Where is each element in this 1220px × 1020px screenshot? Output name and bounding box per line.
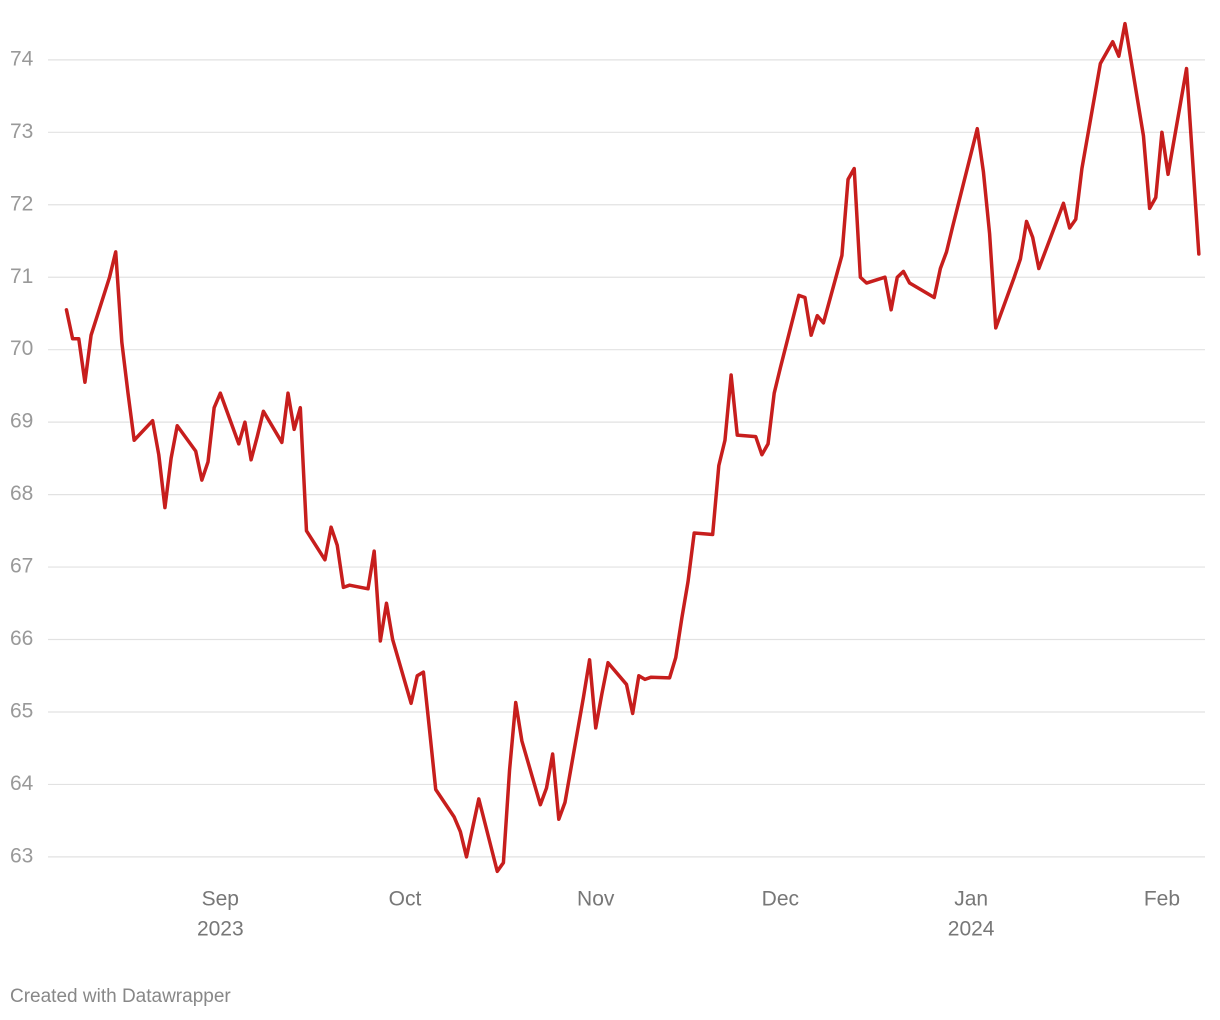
y-tick-label: 68	[10, 482, 33, 505]
x-tick-year: 2023	[197, 918, 244, 941]
y-tick-label: 69	[10, 410, 33, 433]
y-tick-label: 71	[10, 265, 33, 288]
y-tick-label: 73	[10, 120, 33, 143]
footer: Created with Datawrapper	[10, 986, 231, 1007]
x-tick-year: 2024	[948, 918, 995, 941]
y-tick-label: 67	[10, 555, 33, 578]
y-tick-label: 66	[10, 627, 33, 650]
x-tick-label: Oct	[389, 888, 422, 911]
y-tick-label: 70	[10, 337, 33, 360]
y-tick-label: 63	[10, 844, 33, 867]
y-tick-label: 64	[10, 772, 34, 795]
x-tick-label: Nov	[577, 888, 615, 911]
data-line	[64, 21, 1201, 874]
y-tick-label: 72	[10, 192, 33, 215]
x-tick-label: Jan	[954, 888, 988, 911]
x-tick-label: Sep	[202, 888, 239, 911]
x-tick-label: Dec	[762, 888, 799, 911]
y-tick-label: 74	[10, 47, 34, 70]
y-tick-label: 65	[10, 700, 33, 723]
x-tick-label: Feb	[1144, 888, 1180, 911]
